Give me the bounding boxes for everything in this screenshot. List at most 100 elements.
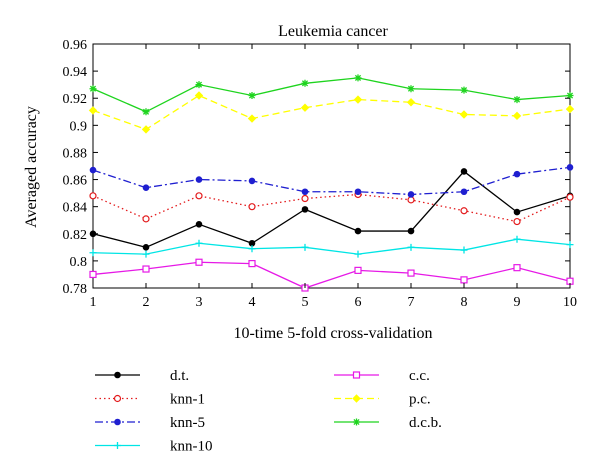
legend-label: p.c.	[409, 392, 431, 408]
data-point-d-c-b	[301, 79, 309, 87]
data-point-d-c-b	[195, 81, 203, 89]
data-point-p-c	[141, 125, 151, 134]
data-point-knn-10	[248, 245, 256, 253]
data-point-knn-1	[301, 194, 309, 203]
y-tick-label: 0.94	[63, 65, 88, 80]
data-point-p-c	[406, 98, 416, 107]
data-point-p-c	[353, 95, 363, 104]
series-line-c-c	[92, 261, 571, 289]
data-point-knn-10	[407, 243, 415, 251]
x-tick-label: 5	[302, 295, 309, 310]
data-point-p-c	[247, 114, 257, 123]
series-d-t	[89, 168, 574, 251]
data-point-d-t	[142, 244, 150, 251]
legend-swatch-marker	[114, 371, 121, 379]
series-line-d-c-b	[92, 77, 571, 113]
data-point-d-t	[460, 168, 468, 175]
legend-swatch-marker	[353, 418, 360, 426]
data-point-p-c	[194, 91, 204, 100]
x-tick-label: 8	[461, 295, 468, 310]
x-tick-label: 4	[249, 295, 256, 310]
legend-swatch-marker	[352, 371, 361, 379]
data-point-p-c	[459, 110, 469, 119]
series-p-c	[88, 91, 575, 134]
data-point-knn-5	[301, 188, 309, 196]
series-knn-5	[89, 164, 574, 198]
series-line-p-c	[92, 94, 571, 131]
data-point-knn-10	[195, 239, 203, 247]
y-tick-label: 0.92	[63, 92, 88, 107]
legend-swatch-marker	[352, 394, 361, 403]
series-line-knn-10	[92, 238, 571, 255]
plot-area	[88, 43, 575, 292]
data-point-knn-10	[460, 246, 468, 254]
data-point-d-c-b	[89, 85, 97, 93]
data-point-knn-1	[407, 196, 415, 204]
data-point-knn-5	[460, 188, 468, 196]
data-point-knn-5	[89, 166, 97, 174]
data-point-c-c	[89, 270, 97, 279]
data-point-p-c	[300, 103, 310, 112]
data-point-knn-1	[248, 203, 256, 211]
data-point-c-c	[354, 266, 362, 274]
data-point-knn-1	[460, 207, 468, 215]
x-tick-label: 9	[514, 295, 521, 310]
data-point-d-c-b	[407, 85, 415, 93]
data-point-knn-10	[513, 235, 521, 243]
data-point-c-c	[195, 258, 203, 266]
data-point-knn-1	[142, 215, 150, 223]
legend-label: knn-5	[170, 415, 205, 431]
data-point-d-c-b	[460, 86, 468, 94]
data-point-knn-10	[301, 243, 309, 251]
data-point-d-t	[301, 206, 309, 213]
data-point-knn-10	[89, 249, 97, 257]
data-point-d-c-b	[248, 92, 256, 100]
legend-item-d-t: d.t.	[95, 368, 189, 384]
legend-item-p-c: p.c.	[334, 392, 431, 408]
data-point-p-c	[565, 104, 575, 114]
series-line-knn-5	[92, 166, 571, 196]
legend-label: knn-10	[170, 439, 213, 455]
legend-label: c.c.	[409, 368, 430, 384]
data-point-knn-1	[566, 193, 574, 201]
data-point-knn-5	[354, 188, 362, 196]
data-point-c-c	[248, 260, 256, 268]
y-tick-label: 0.9	[70, 119, 88, 134]
data-point-d-c-b	[142, 108, 150, 116]
data-point-c-c	[513, 264, 521, 272]
x-tick-label: 3	[196, 295, 203, 310]
data-point-d-t	[407, 227, 415, 235]
data-point-knn-5	[195, 176, 203, 183]
data-point-knn-5	[566, 164, 574, 171]
x-tick-label: 1	[90, 295, 97, 310]
data-point-c-c	[407, 269, 415, 277]
series-knn-10	[89, 235, 574, 258]
data-point-c-c	[460, 276, 468, 284]
x-tick-label: 2	[143, 295, 150, 310]
series-line-knn-1	[92, 193, 571, 223]
data-point-knn-5	[142, 184, 150, 191]
data-point-d-t	[513, 208, 521, 216]
data-point-c-c	[142, 265, 150, 273]
data-point-d-c-b	[513, 96, 521, 104]
y-tick-label: 0.84	[63, 201, 88, 216]
data-point-knn-5	[248, 177, 256, 185]
legend-label: knn-1	[170, 392, 205, 408]
x-tick-label: 6	[355, 295, 362, 310]
x-tick-label: 7	[408, 295, 415, 310]
legend: d.t. knn-1 knn-5 knn-10 c.c. p.c. d.c.b.	[95, 368, 442, 455]
series-c-c	[89, 258, 574, 292]
legend-item-c-c: c.c.	[334, 368, 430, 384]
data-point-p-c	[88, 106, 98, 115]
legend-label: d.c.b.	[409, 415, 442, 431]
data-point-knn-1	[513, 217, 521, 226]
legend-label: d.t.	[170, 368, 189, 384]
y-tick-label: 0.8	[70, 255, 88, 270]
legend-item-d-c-b: d.c.b.	[334, 415, 442, 431]
data-point-knn-1	[195, 192, 203, 200]
legend-item-knn-5: knn-5	[95, 415, 205, 431]
legend-item-knn-1: knn-1	[95, 392, 205, 408]
y-tick-label: 0.96	[63, 38, 88, 53]
y-axis-label: Averaged accuracy	[23, 106, 40, 228]
